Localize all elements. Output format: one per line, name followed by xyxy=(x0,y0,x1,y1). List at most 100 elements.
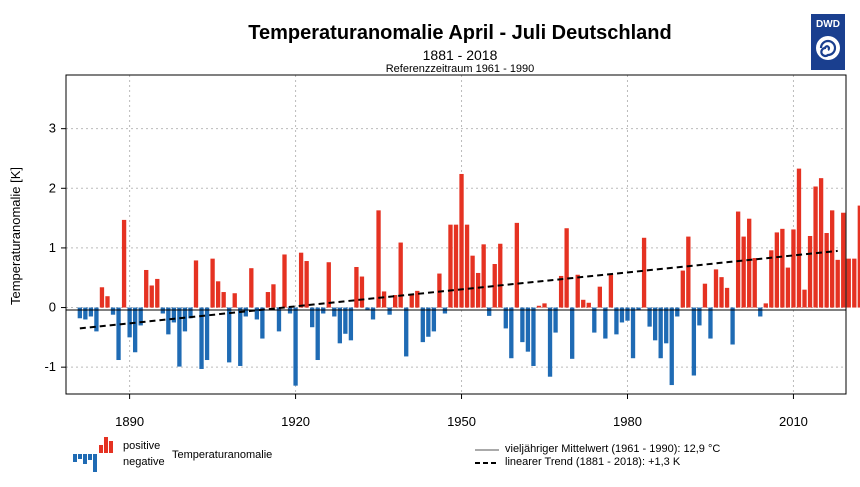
anomaly-bar xyxy=(199,307,204,369)
anomaly-bar xyxy=(138,307,143,326)
anomaly-bar xyxy=(392,295,398,308)
anomaly-bar xyxy=(735,211,741,308)
anomaly-bar xyxy=(243,307,248,317)
anomaly-bar xyxy=(780,228,785,308)
anomaly-bar xyxy=(758,307,763,317)
anomaly-bar xyxy=(310,307,315,328)
anomaly-bar xyxy=(381,291,387,308)
anomaly-bar xyxy=(785,267,791,308)
anomaly-bar xyxy=(193,260,199,308)
anomaly-bar xyxy=(614,307,619,335)
anomaly-bar xyxy=(442,307,448,314)
anomaly-bar xyxy=(293,307,298,386)
anomaly-bar xyxy=(415,290,420,308)
anomaly-bar xyxy=(376,210,381,308)
anomaly-bar xyxy=(448,224,453,308)
anomaly-bar xyxy=(249,268,254,308)
anomaly-bar xyxy=(359,276,365,308)
anomaly-bar xyxy=(321,307,326,314)
anomaly-bar xyxy=(719,277,724,308)
anomaly-bar xyxy=(818,178,824,308)
anomaly-bar xyxy=(204,307,210,361)
anomaly-bar xyxy=(464,224,470,308)
anomaly-bar xyxy=(763,303,768,308)
anomaly-bar xyxy=(608,274,614,308)
anomaly-bar xyxy=(171,307,177,323)
anomaly-bar xyxy=(652,307,658,341)
anomaly-bar xyxy=(365,307,370,311)
anomaly-bar xyxy=(630,307,636,359)
anomaly-bar xyxy=(553,307,558,333)
anomaly-bar xyxy=(564,228,569,308)
anomaly-bar xyxy=(852,258,857,308)
anomaly-bar xyxy=(697,307,702,326)
anomaly-bar xyxy=(188,307,193,319)
anomaly-bar xyxy=(404,307,409,357)
anomaly-bar xyxy=(841,212,846,308)
anomaly-bar xyxy=(83,307,88,320)
anomaly-bar xyxy=(658,307,663,359)
anomaly-bar xyxy=(238,307,243,366)
anomaly-bar xyxy=(708,307,713,339)
anomaly-bar xyxy=(121,219,127,308)
anomaly-bar xyxy=(813,186,818,308)
legend-anomaly-label: Temperaturanomalie xyxy=(172,449,273,461)
anomaly-bar xyxy=(669,307,674,386)
anomaly-bar xyxy=(641,237,647,308)
y-axis-label: Temperaturanomalie [K] xyxy=(8,167,23,305)
bars-layer xyxy=(77,168,860,386)
dwd-logo: DWD xyxy=(811,14,845,70)
anomaly-bar xyxy=(304,261,309,308)
anomaly-bar xyxy=(492,264,497,308)
anomaly-bar xyxy=(802,289,807,308)
anomaly-bar xyxy=(542,303,547,308)
anomaly-bar xyxy=(498,243,503,308)
anomaly-bar xyxy=(487,307,492,316)
legend-swatch xyxy=(73,437,113,472)
legend-trend-label: linearer Trend (1881 - 2018): +1,3 K xyxy=(505,456,681,468)
anomaly-bar xyxy=(265,292,271,308)
anomaly-bar xyxy=(503,307,508,329)
anomaly-bar xyxy=(525,307,531,352)
chart-title: Temperaturanomalie April - Juli Deutschl… xyxy=(248,22,672,44)
x-tick-label: 1890 xyxy=(115,414,144,429)
anomaly-bar xyxy=(276,307,282,332)
x-tick-label: 1980 xyxy=(613,414,642,429)
trend-line xyxy=(79,249,838,330)
legend-mean-label: vieljähriger Mittelwert (1961 - 1990): 1… xyxy=(505,443,721,455)
anomaly-bar xyxy=(791,229,796,308)
anomaly-bar xyxy=(747,218,752,308)
anomaly-bar xyxy=(675,307,680,317)
anomaly-bar xyxy=(730,307,735,345)
dwd-logo-text: DWD xyxy=(816,19,840,30)
anomaly-bar xyxy=(570,307,575,359)
anomaly-bar xyxy=(354,266,359,308)
anomaly-bar xyxy=(420,307,425,343)
anomaly-bar xyxy=(741,236,746,308)
anomaly-bar xyxy=(337,307,342,344)
anomaly-bar xyxy=(453,224,459,308)
anomaly-bar xyxy=(271,284,276,308)
anomaly-bar xyxy=(547,307,553,377)
legend-negative-label: negative xyxy=(123,456,165,468)
chart-subtitle: 1881 - 2018 xyxy=(422,47,498,63)
anomaly-bar xyxy=(597,286,602,308)
anomaly-bar xyxy=(398,242,403,308)
anomaly-bar xyxy=(88,307,94,317)
anomaly-bar xyxy=(144,269,149,308)
y-tick-label: -1 xyxy=(44,359,56,374)
x-tick-label: 1920 xyxy=(281,414,310,429)
anomaly-bar xyxy=(752,258,757,308)
anomaly-bar xyxy=(210,258,215,308)
anomaly-bar xyxy=(155,278,160,308)
anomaly-bar xyxy=(647,307,652,327)
x-tick-label: 1950 xyxy=(447,414,476,429)
anomaly-bar xyxy=(260,307,265,339)
anomaly-bar xyxy=(691,307,697,376)
anomaly-bar xyxy=(846,258,851,308)
anomaly-bar xyxy=(166,307,171,335)
anomaly-bar xyxy=(348,307,354,341)
anomaly-bar xyxy=(558,275,564,308)
anomaly-bar xyxy=(387,307,392,315)
